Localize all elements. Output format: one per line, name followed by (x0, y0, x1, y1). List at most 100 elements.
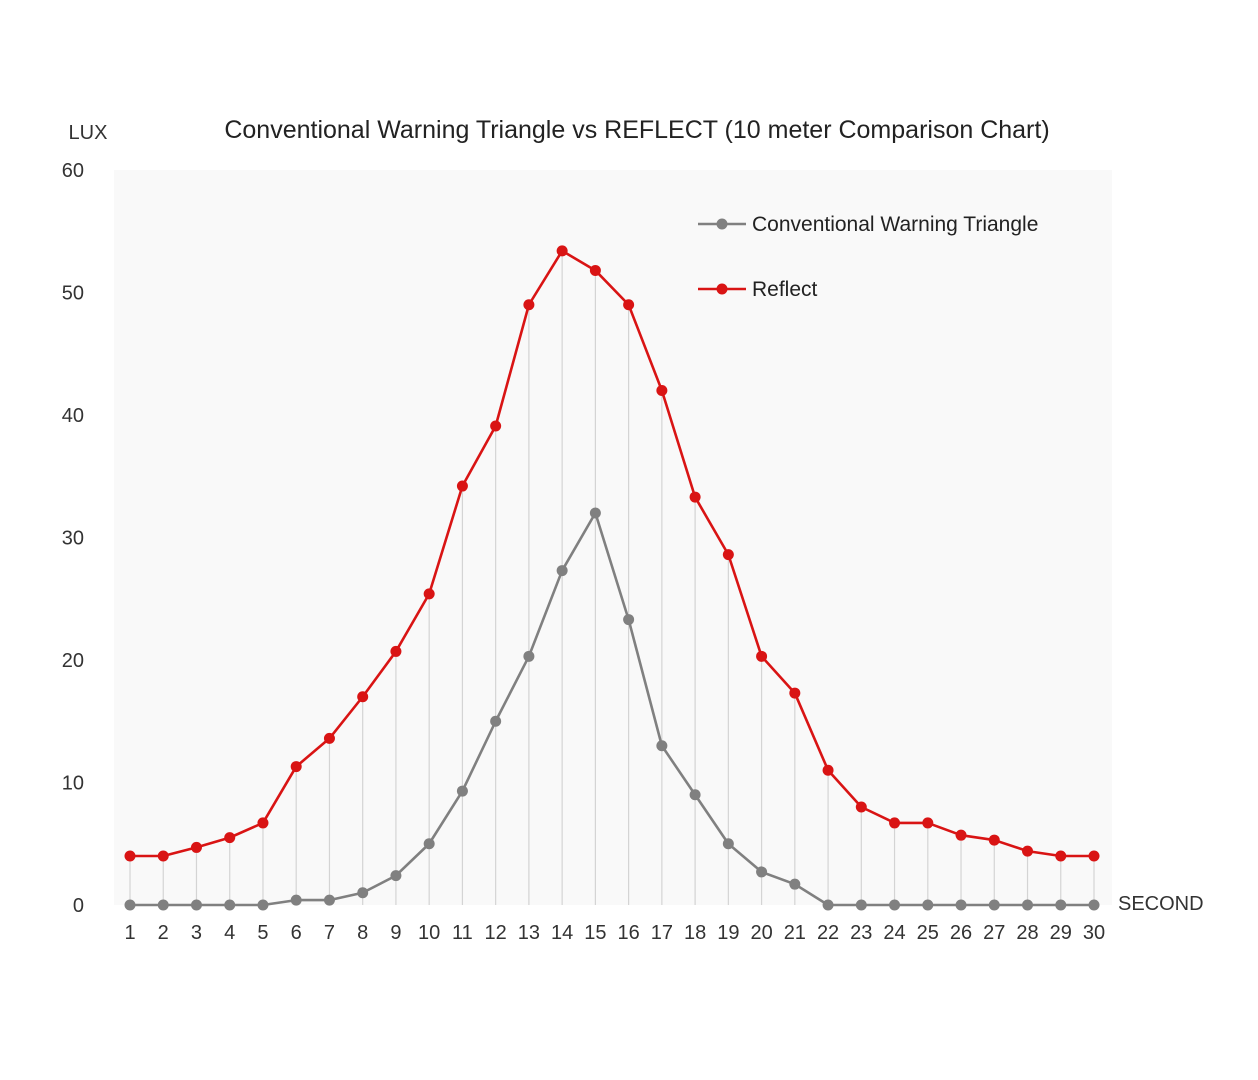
y-tick-label: 50 (62, 283, 84, 305)
data-point-reflect (390, 645, 402, 657)
data-point-conventional-warning-triangle (589, 507, 601, 519)
data-point-reflect (822, 764, 834, 776)
data-point-conventional-warning-triangle (490, 715, 502, 727)
data-point-reflect (456, 480, 468, 492)
x-tick-label: 25 (917, 922, 939, 944)
data-point-conventional-warning-triangle (689, 789, 701, 801)
data-point-reflect (922, 817, 934, 829)
y-tick-label: 10 (62, 773, 84, 795)
data-point-conventional-warning-triangle (955, 899, 967, 911)
legend-label: Reflect (752, 278, 818, 301)
x-tick-label: 5 (257, 922, 268, 944)
data-point-reflect (855, 801, 867, 813)
x-tick-label: 19 (717, 922, 739, 944)
data-point-reflect (656, 385, 668, 396)
x-tick-label: 27 (983, 922, 1005, 944)
data-point-conventional-warning-triangle (323, 894, 335, 906)
data-point-reflect (190, 841, 202, 853)
data-point-conventional-warning-triangle (656, 740, 668, 752)
data-point-reflect (290, 761, 302, 773)
data-point-conventional-warning-triangle (290, 894, 302, 906)
data-point-conventional-warning-triangle (1055, 899, 1067, 911)
data-point-reflect (955, 829, 967, 841)
x-tick-label: 15 (584, 922, 606, 944)
data-point-reflect (589, 264, 601, 276)
y-axis-ticks: 0 10 20 30 40 50 60 (62, 160, 84, 917)
legend-item-reflect: Reflect (698, 278, 818, 301)
data-point-conventional-warning-triangle (789, 878, 801, 890)
data-point-conventional-warning-triangle (822, 899, 834, 911)
chart-title: Conventional Warning Triangle vs REFLECT… (224, 116, 1049, 144)
x-tick-label: 30 (1083, 922, 1105, 944)
data-point-reflect (323, 732, 335, 744)
x-tick-label: 3 (191, 922, 202, 944)
data-point-reflect (889, 817, 901, 829)
legend-swatch-marker (716, 218, 728, 230)
data-point-conventional-warning-triangle (756, 866, 768, 878)
data-point-conventional-warning-triangle (224, 899, 236, 911)
legend-swatch-marker (716, 283, 728, 295)
data-point-reflect (623, 299, 635, 311)
legend-label: Conventional Warning Triangle (752, 213, 1038, 236)
series-conventional-warning-triangle (124, 507, 1100, 911)
legend: Conventional Warning Triangle Reflect (698, 213, 1038, 301)
data-point-conventional-warning-triangle (988, 899, 1000, 911)
x-tick-label: 2 (158, 922, 169, 944)
x-tick-label: 14 (551, 922, 573, 944)
x-tick-label: 26 (950, 922, 972, 944)
x-tick-label: 8 (357, 922, 368, 944)
x-tick-label: 22 (817, 922, 839, 944)
y-tick-label: 0 (73, 895, 84, 917)
plot-area-background (114, 170, 1112, 905)
data-point-reflect (423, 588, 435, 600)
data-point-reflect (1088, 850, 1100, 862)
data-point-conventional-warning-triangle (390, 870, 402, 882)
x-tick-label: 17 (651, 922, 673, 944)
data-point-reflect (756, 650, 768, 662)
series-reflect (124, 245, 1100, 862)
data-point-reflect (157, 850, 169, 862)
data-point-reflect (124, 850, 136, 862)
x-tick-label: 18 (684, 922, 706, 944)
data-point-reflect (1055, 850, 1067, 862)
y-tick-label: 60 (62, 160, 84, 182)
data-point-conventional-warning-triangle (190, 899, 202, 911)
y-tick-label: 30 (62, 528, 84, 550)
data-point-conventional-warning-triangle (456, 785, 468, 797)
x-tick-label: 10 (418, 922, 440, 944)
y-tick-label: 40 (62, 405, 84, 427)
x-tick-label: 7 (324, 922, 335, 944)
x-tick-label: 4 (224, 922, 235, 944)
data-point-conventional-warning-triangle (1088, 899, 1100, 911)
x-tick-label: 20 (750, 922, 772, 944)
data-point-conventional-warning-triangle (423, 838, 435, 850)
data-point-reflect (224, 832, 236, 844)
data-point-conventional-warning-triangle (556, 565, 568, 577)
x-tick-label: 24 (883, 922, 905, 944)
data-point-conventional-warning-triangle (855, 899, 867, 911)
x-tick-label: 28 (1016, 922, 1038, 944)
x-axis-ticks: 1 2 3 4 5 6 7 8 9 10 11 12 13 14 15 16 17 18 19 20 21 22 23 24 2… (124, 922, 1105, 944)
legend-item-conventional-warning-triangle: Conventional Warning Triangle (698, 213, 1038, 236)
data-point-reflect (556, 245, 568, 257)
data-point-conventional-warning-triangle (922, 899, 934, 911)
data-point-conventional-warning-triangle (157, 899, 169, 911)
data-point-conventional-warning-triangle (523, 650, 535, 662)
x-tick-label: 11 (452, 922, 473, 944)
series-layer (124, 245, 1100, 911)
x-axis-label: SECOND (1118, 893, 1204, 915)
x-tick-label: 12 (485, 922, 507, 944)
data-point-reflect (257, 817, 269, 829)
data-point-reflect (523, 299, 535, 311)
y-axis-label: LUX (69, 122, 108, 144)
series-line-conventional-warning-triangle (130, 511, 1094, 907)
data-point-reflect (357, 691, 369, 703)
x-tick-label: 9 (390, 922, 401, 944)
series-line-reflect (130, 249, 1094, 858)
gridlines (129, 250, 1095, 905)
data-point-conventional-warning-triangle (623, 614, 635, 626)
x-tick-label: 23 (850, 922, 872, 944)
data-point-conventional-warning-triangle (722, 838, 734, 850)
x-tick-label: 16 (617, 922, 639, 944)
data-point-reflect (722, 549, 734, 561)
